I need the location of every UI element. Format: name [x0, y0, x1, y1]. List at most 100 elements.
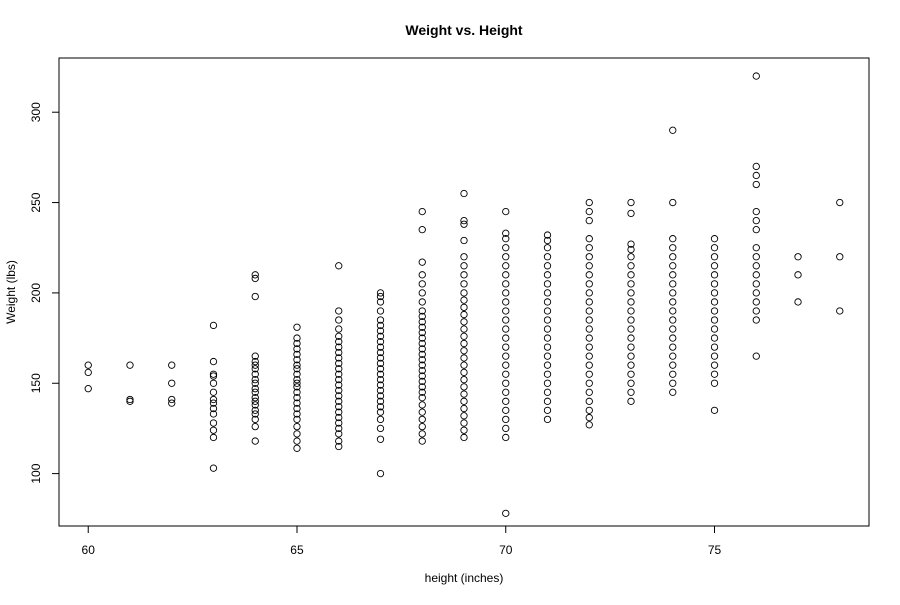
data-point: [376, 321, 385, 330]
data-point: [418, 318, 426, 326]
data-point: [460, 354, 468, 362]
data-point: [585, 413, 593, 422]
data-point: [710, 334, 719, 342]
data-point: [543, 397, 552, 405]
data-point: [752, 72, 760, 80]
data-point: [418, 329, 426, 337]
x-axis-label: height (inches): [425, 571, 504, 585]
data-point: [669, 316, 677, 324]
data-point: [418, 408, 426, 416]
data-point: [669, 343, 677, 351]
data-point: [502, 307, 510, 315]
data-point: [710, 262, 719, 270]
data-point: [376, 327, 385, 335]
data-point: [418, 271, 426, 279]
data-point: [376, 381, 385, 389]
data-point: [209, 357, 218, 366]
data-point: [460, 236, 468, 245]
data-point: [627, 361, 635, 369]
data-point: [418, 361, 426, 369]
data-point: [627, 245, 635, 254]
data-point: [627, 397, 635, 405]
data-point: [502, 433, 510, 442]
data-point: [752, 280, 760, 288]
data-point: [126, 395, 134, 404]
data-point: [460, 397, 468, 405]
data-point: [627, 262, 635, 270]
data-point: [293, 399, 301, 407]
data-point: [376, 370, 385, 378]
data-point: [335, 316, 343, 324]
data-point: [543, 334, 552, 342]
data-point: [251, 410, 259, 418]
data-point: [418, 289, 426, 297]
data-point: [669, 325, 677, 333]
data-point: [710, 271, 719, 279]
data-point: [752, 289, 760, 297]
data-point: [543, 271, 552, 279]
data-point: [209, 370, 218, 378]
data-point: [418, 422, 426, 431]
data-point: [585, 325, 593, 333]
data-point: [209, 372, 218, 380]
data-point: [126, 361, 134, 369]
data-point: [293, 334, 301, 342]
data-point: [376, 332, 385, 340]
data-point: [585, 421, 593, 429]
data-point: [585, 316, 593, 324]
data-point: [502, 415, 510, 424]
data-point: [335, 442, 343, 451]
data-point: [502, 289, 510, 297]
data-point: [502, 244, 510, 252]
data-point: [376, 386, 385, 395]
data-point: [669, 253, 677, 261]
data-point: [209, 410, 218, 418]
data-point: [627, 388, 635, 396]
x-tick-label: 60: [82, 543, 96, 557]
data-point: [209, 464, 218, 472]
data-point: [543, 280, 552, 288]
data-point: [335, 370, 343, 378]
data-point: [293, 345, 301, 353]
data-point: [251, 370, 259, 378]
data-point: [502, 509, 510, 518]
data-point: [335, 424, 343, 433]
data-point: [627, 379, 635, 387]
data-point: [502, 406, 510, 415]
data-point: [460, 404, 468, 413]
data-point: [460, 280, 468, 288]
data-point: [376, 298, 385, 306]
data-point: [251, 375, 259, 384]
data-point: [502, 388, 510, 396]
data-point: [418, 356, 426, 364]
data-point: [335, 408, 343, 416]
data-point: [293, 323, 301, 331]
data-point: [543, 236, 552, 245]
data-point: [335, 413, 343, 422]
data-point: [710, 406, 719, 415]
data-point: [543, 388, 552, 396]
data-point: [627, 289, 635, 297]
data-point: [460, 368, 468, 377]
data-point: [502, 235, 510, 243]
data-point: [376, 359, 385, 368]
data-point: [585, 262, 593, 270]
data-point: [710, 379, 719, 387]
data-point: [168, 361, 176, 369]
data-point: [460, 419, 468, 427]
data-point: [460, 296, 468, 304]
data-point: [752, 171, 760, 180]
data-point: [543, 325, 552, 333]
data-point: [376, 392, 385, 400]
data-point: [460, 189, 468, 198]
data-point: [543, 316, 552, 324]
data-point: [543, 343, 552, 351]
data-point: [543, 370, 552, 378]
data-point: [502, 424, 510, 433]
data-point: [460, 412, 468, 420]
data-point: [543, 307, 552, 315]
data-point: [710, 235, 719, 243]
data-point: [585, 406, 593, 415]
data-point: [627, 370, 635, 378]
